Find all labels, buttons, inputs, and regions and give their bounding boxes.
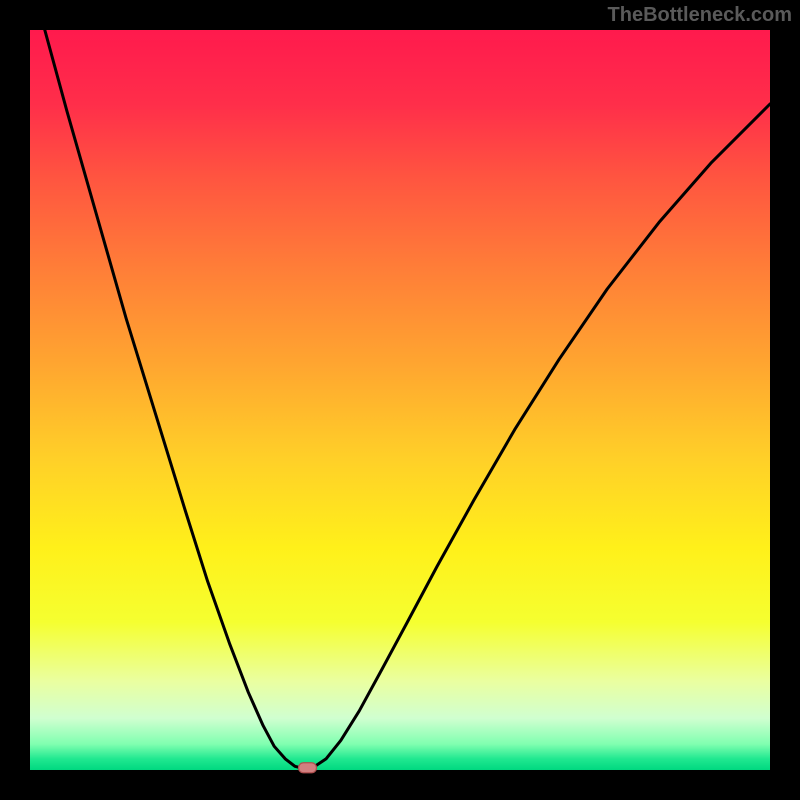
- optimal-point-marker: [299, 763, 317, 773]
- plot-background: [30, 30, 770, 770]
- bottleneck-chart: [0, 0, 800, 800]
- watermark-text: TheBottleneck.com: [608, 4, 792, 27]
- chart-container: TheBottleneck.com: [0, 0, 800, 800]
